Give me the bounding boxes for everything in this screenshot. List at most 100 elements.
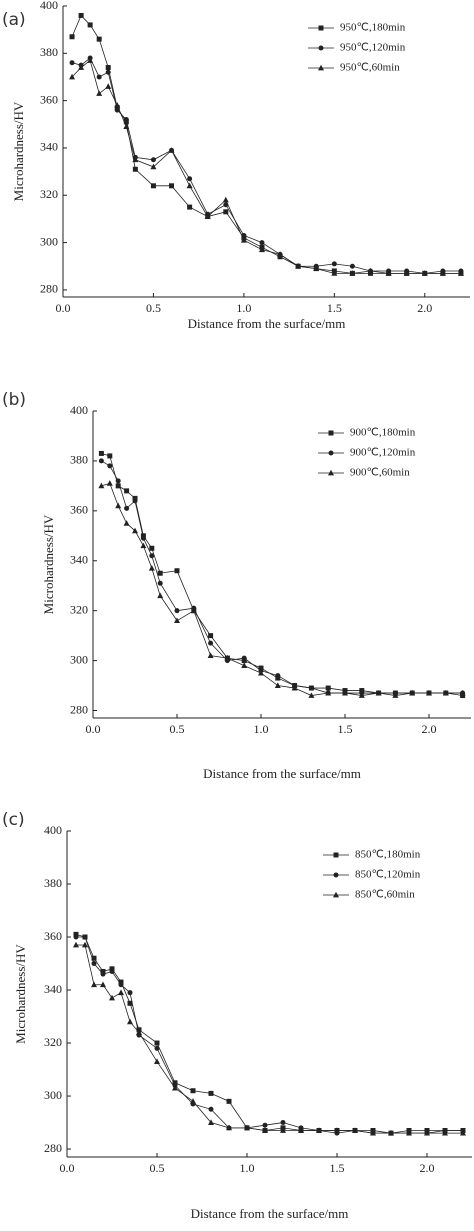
series-line (75, 933, 463, 1134)
marker (313, 265, 320, 272)
y-tick-label: 320 (40, 187, 58, 201)
y-axis-title: Microhardness/HV (11, 101, 26, 201)
y-tick-label: 360 (70, 503, 88, 517)
marker (106, 480, 113, 486)
y-tick-label: 280 (44, 1141, 62, 1155)
marker (91, 981, 97, 988)
x-axis-title: Distance from the surface/mm (191, 1206, 349, 1221)
marker (241, 655, 247, 661)
legend-marker (333, 872, 339, 878)
y-tick-label: 340 (70, 553, 88, 567)
marker (403, 270, 410, 276)
x-tick-label: 1.0 (254, 722, 269, 736)
legend-label: 900℃,180min (350, 427, 416, 439)
marker (91, 955, 97, 961)
marker (426, 689, 432, 696)
legend-marker (318, 64, 324, 71)
legend-label: 950℃,120min (340, 42, 406, 54)
marker (349, 270, 356, 276)
marker (98, 450, 104, 456)
marker (459, 689, 466, 696)
x-tick-label: 2.0 (420, 1161, 435, 1175)
x-tick-label: 0.0 (56, 301, 71, 315)
marker (69, 73, 76, 80)
legend-label: 850℃,180min (355, 849, 421, 861)
series-line (76, 944, 463, 1134)
marker (298, 1127, 304, 1133)
y-tick-label: 380 (44, 876, 62, 890)
marker (187, 176, 193, 182)
y-tick-label: 340 (44, 982, 62, 996)
marker (174, 608, 180, 614)
marker (114, 102, 121, 108)
marker (148, 565, 155, 571)
marker (154, 1045, 160, 1051)
marker (291, 684, 298, 691)
marker (124, 488, 130, 494)
marker (91, 961, 97, 967)
x-tick-label: 0.5 (150, 1161, 165, 1175)
marker (224, 654, 231, 661)
marker (73, 931, 79, 937)
marker (96, 74, 102, 80)
marker (123, 123, 130, 130)
marker (308, 685, 314, 691)
marker (100, 971, 106, 977)
x-tick-label: 0.0 (86, 722, 101, 736)
marker (457, 270, 464, 276)
marker (98, 482, 105, 489)
marker (392, 692, 399, 698)
marker (82, 934, 88, 940)
series-line (71, 59, 461, 274)
legend-label: 900℃,120min (350, 447, 416, 459)
marker (424, 1129, 430, 1136)
marker (105, 83, 112, 89)
legend-label: 900℃,60min (350, 467, 410, 479)
x-tick-label: 1.0 (240, 1161, 255, 1175)
marker (316, 1127, 322, 1133)
marker (280, 1127, 286, 1133)
marker (100, 981, 106, 988)
marker (331, 261, 337, 267)
marker (208, 640, 214, 646)
marker (174, 568, 180, 574)
x-axis-title: Distance from the surface/mm (203, 766, 361, 781)
marker (140, 542, 147, 549)
marker (334, 1127, 340, 1133)
marker (375, 689, 382, 696)
marker (275, 673, 281, 679)
marker (388, 1129, 394, 1136)
panel-label: (a) (2, 10, 26, 30)
marker (123, 520, 130, 526)
x-tick-label: 0.5 (170, 722, 185, 736)
x-tick-label: 2.0 (417, 301, 432, 315)
marker (240, 237, 247, 243)
marker (172, 1084, 178, 1091)
marker (439, 270, 446, 276)
marker (154, 1058, 160, 1064)
marker (78, 12, 84, 18)
marker (115, 478, 121, 484)
legend-marker (318, 45, 324, 51)
marker (73, 941, 79, 948)
marker (96, 90, 103, 96)
marker (157, 592, 164, 599)
legend-label: 850℃,120min (355, 869, 421, 881)
legend-marker (328, 430, 334, 436)
marker (150, 163, 157, 170)
marker (385, 270, 392, 276)
y-tick-label: 280 (70, 702, 88, 716)
series-line (71, 14, 461, 274)
marker (132, 156, 139, 163)
marker (258, 246, 265, 253)
marker (222, 196, 229, 203)
marker (367, 267, 374, 274)
y-tick-label: 340 (40, 140, 58, 154)
y-tick-label: 380 (40, 45, 58, 59)
marker (105, 65, 111, 71)
marker (325, 685, 331, 691)
marker (109, 966, 115, 972)
y-tick-label: 300 (44, 1088, 62, 1102)
marker (358, 692, 365, 698)
marker (325, 689, 332, 696)
